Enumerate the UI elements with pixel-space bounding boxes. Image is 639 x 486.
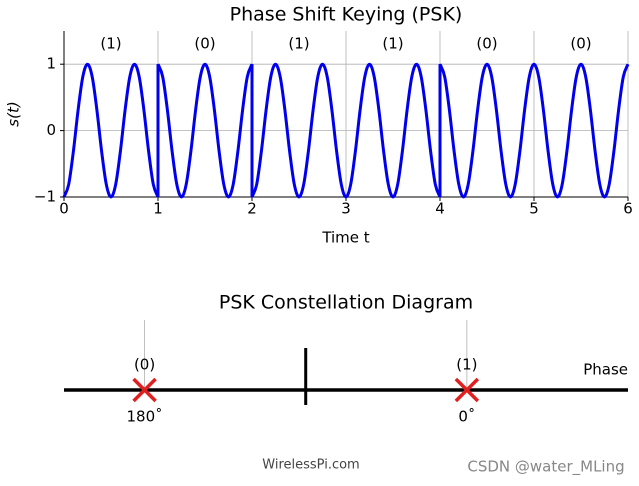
point-label: (0) bbox=[134, 356, 155, 374]
x-tick-label: 5 bbox=[529, 200, 539, 218]
bit-label: (1) bbox=[100, 35, 121, 53]
marker-x bbox=[454, 377, 480, 403]
x-axis-label: Time t bbox=[321, 229, 369, 247]
footer: WirelessPi.com bbox=[262, 458, 359, 473]
constellation-point bbox=[454, 377, 480, 403]
chart-title: PSK Constellation Diagram bbox=[219, 292, 473, 314]
y-tick-label: 1 bbox=[46, 55, 56, 73]
y-tick-label: −1 bbox=[34, 188, 56, 206]
chart-title: Phase Shift Keying (PSK) bbox=[230, 4, 463, 26]
axis-label: Phase bbox=[583, 361, 628, 379]
x-tick-label: 0 bbox=[59, 200, 69, 218]
x-tick-label: 6 bbox=[623, 200, 633, 218]
x-tick-label: 1 bbox=[153, 200, 163, 218]
signal-line bbox=[62, 62, 630, 199]
bit-label: (1) bbox=[382, 35, 403, 53]
y-axis-label: s(t) bbox=[5, 101, 23, 126]
watermark: CSDN @water_MLing bbox=[467, 458, 624, 477]
constellation-point bbox=[132, 377, 157, 403]
bit-label: (0) bbox=[194, 35, 215, 53]
x-tick-label: 3 bbox=[341, 200, 351, 218]
x-tick-label: 4 bbox=[435, 200, 445, 218]
y-tick-label: 0 bbox=[46, 121, 56, 139]
point-label: (1) bbox=[456, 356, 477, 374]
angle-label: 180˚ bbox=[127, 408, 163, 426]
bit-label: (0) bbox=[570, 35, 591, 53]
angle-label: 0˚ bbox=[458, 408, 475, 426]
x-tick-label: 2 bbox=[247, 200, 257, 218]
bit-label: (0) bbox=[476, 35, 497, 53]
bit-label: (1) bbox=[288, 35, 309, 53]
marker-x bbox=[132, 377, 157, 403]
